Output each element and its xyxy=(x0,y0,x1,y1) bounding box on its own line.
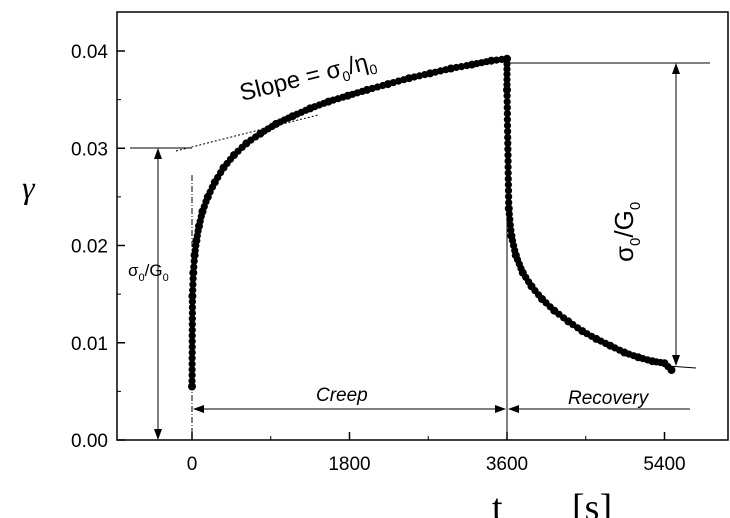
x-axis-unit: [s] xyxy=(572,487,612,518)
left-sub2: 0 xyxy=(163,272,169,284)
data-point-dense xyxy=(189,280,197,288)
y-tick-label: 0.00 xyxy=(71,431,108,452)
data-point-dense xyxy=(188,377,196,385)
data-point-dense xyxy=(190,257,198,265)
right-sub1: 0 xyxy=(627,238,644,246)
data-point-dense xyxy=(188,371,196,379)
right-sub2: 0 xyxy=(627,202,644,210)
data-point-dense xyxy=(505,199,513,207)
data-point-dense xyxy=(503,65,511,73)
creep-arrow-head-left xyxy=(193,405,204,413)
data-point xyxy=(504,204,513,213)
data-point-dense xyxy=(506,215,514,223)
right-arrow-head-top xyxy=(672,63,680,74)
data-point-dense xyxy=(504,175,512,183)
data-point-dense xyxy=(504,133,512,141)
data-point-dense xyxy=(506,221,514,229)
left-sigma-g-annotation: σ0/G0 xyxy=(128,261,169,284)
data-point-dense xyxy=(504,127,512,135)
data-point-dense xyxy=(505,193,513,201)
data-point-dense xyxy=(504,169,512,177)
data-point-dense xyxy=(504,157,512,165)
data-point-dense xyxy=(503,70,511,78)
x-tick-label: 1800 xyxy=(328,454,370,475)
slope-sub: 0 xyxy=(341,67,353,84)
plot-frame xyxy=(116,11,729,441)
annotation-lines xyxy=(130,62,710,440)
x-tick-label: 0 xyxy=(187,454,198,475)
data-point-dense xyxy=(492,56,501,64)
arrow-heads xyxy=(154,63,680,440)
data-point-dense xyxy=(503,110,511,118)
slope-annotation: Slope = σ0/η0 xyxy=(237,47,379,110)
axes: 0 1800 3600 5400 0.00 0.01 0.02 0.03 0.04 xyxy=(71,42,686,475)
data-point-dense xyxy=(188,320,196,328)
data-point-dense xyxy=(188,360,196,368)
data-point-dense xyxy=(188,337,196,345)
data-point xyxy=(188,382,196,391)
data-point xyxy=(188,292,197,301)
data-point-dense xyxy=(504,145,512,153)
recovery-label: Recovery xyxy=(568,388,650,409)
data-point-dense xyxy=(503,98,511,106)
creep-label: Creep xyxy=(316,385,368,406)
y-axis-label: γ xyxy=(22,169,36,205)
data-point-dense xyxy=(190,263,198,271)
x-axis-symbol: t xyxy=(492,487,503,518)
data-point-dense xyxy=(504,181,512,189)
recovery-arrow-head-left xyxy=(508,405,519,413)
right-sigma: σ xyxy=(609,246,639,262)
left-arrow-head-top xyxy=(154,148,162,159)
data-point xyxy=(503,85,511,94)
data-point-dense xyxy=(188,332,196,340)
data-point-dense xyxy=(503,116,511,124)
data-point-dense xyxy=(503,75,511,84)
data-point-dense xyxy=(188,349,196,357)
data-point-dense xyxy=(189,286,197,294)
data-point xyxy=(189,268,198,277)
y-tick-label: 0.02 xyxy=(71,237,108,258)
data-point xyxy=(503,54,511,63)
data-point-dense xyxy=(503,121,512,130)
x-axis-label: t [s] xyxy=(492,487,612,518)
data-point-dense xyxy=(188,354,196,362)
data-series xyxy=(188,54,676,391)
data-point-dense xyxy=(188,366,196,374)
x-tick-label: 3600 xyxy=(486,454,528,475)
data-point-dense xyxy=(503,60,511,68)
slope-sub2: 0 xyxy=(368,60,380,77)
right-sigma-g-annotation: σ0/G0 xyxy=(609,202,644,262)
data-point-dense xyxy=(503,104,511,112)
data-point-dense xyxy=(504,187,513,195)
x-tick-label: 5400 xyxy=(643,454,685,475)
right-mid: /G xyxy=(609,210,639,237)
slope-dotted-line xyxy=(175,114,319,152)
creep-arrow-head-right xyxy=(495,405,506,413)
y-tick-label: 0.01 xyxy=(71,334,108,355)
left-arrow-head-bottom xyxy=(154,429,162,440)
data-point-dense xyxy=(503,92,511,100)
y-tick-label: 0.04 xyxy=(71,42,108,63)
data-point-dense xyxy=(188,303,196,311)
data-point-dense xyxy=(188,343,196,351)
left-sigma: σ xyxy=(128,261,139,280)
data-point-dense xyxy=(504,151,512,159)
data-point-dense xyxy=(188,298,196,306)
right-arrow-head-bottom xyxy=(672,355,680,366)
left-sub1: 0 xyxy=(139,272,145,284)
data-point-dense xyxy=(504,139,512,147)
data-point-dense xyxy=(505,210,513,218)
y-tick-label: 0.03 xyxy=(71,139,108,160)
data-point-dense xyxy=(504,163,512,171)
data-point-dense xyxy=(188,326,196,334)
data-point xyxy=(667,366,676,374)
data-point-dense xyxy=(189,275,197,283)
data-point-dense xyxy=(188,309,196,317)
left-mid: /G xyxy=(145,261,163,280)
data-point-dense xyxy=(188,315,196,323)
